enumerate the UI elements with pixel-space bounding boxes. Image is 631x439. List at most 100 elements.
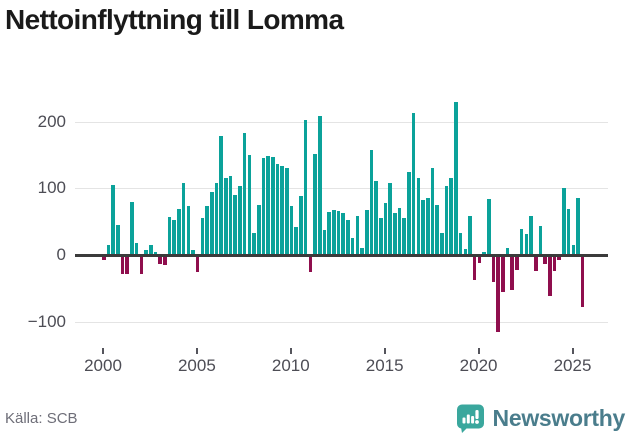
- bar-2020-Q1: [477, 255, 482, 263]
- y-tick-label: −100: [27, 311, 66, 331]
- bar-2025-Q2: [576, 198, 580, 255]
- newsworthy-logo: Newsworthy: [455, 401, 625, 435]
- bar-2016-Q4: [416, 178, 421, 255]
- x-tick-label: 2025: [553, 356, 592, 375]
- bar-2013-Q2: [350, 237, 355, 255]
- bar-2020-Q2: [482, 251, 486, 255]
- bar-2002-Q1: [139, 255, 144, 274]
- x-tick-label: 2005: [177, 356, 216, 375]
- x-tick-label: 2015: [365, 356, 404, 375]
- x-axis: 2000 2005 2010 2015 2020 2025: [0, 345, 631, 379]
- bar-2017-Q4: [435, 204, 439, 255]
- bar-2014-Q4: [379, 218, 383, 255]
- bar-2014-Q3: [374, 180, 378, 255]
- x-tick-label: 2000: [84, 356, 122, 375]
- bar-2022-Q4: [529, 215, 533, 255]
- bar-2023-Q4: [548, 255, 552, 296]
- bar-2005-Q4: [209, 191, 214, 255]
- bar-2018-Q1: [440, 232, 444, 255]
- gridline: [75, 321, 608, 323]
- bar-2003-Q3: [167, 216, 172, 255]
- bar-2011-Q3: [317, 115, 322, 255]
- bar-2005-Q3: [205, 206, 209, 255]
- bar-2024-Q1: [552, 255, 557, 271]
- bar-2013-Q1: [346, 219, 350, 255]
- bar-2008-Q2: [256, 204, 261, 255]
- bar-2006-Q2: [219, 136, 223, 255]
- bar-2017-Q3: [430, 168, 435, 255]
- bar-2000-Q3: [111, 184, 115, 255]
- bar-2016-Q3: [411, 112, 416, 255]
- zero-baseline: [75, 253, 608, 257]
- y-tick-label: 200: [37, 111, 66, 131]
- bar-2022-Q3: [524, 233, 529, 255]
- x-tick-mark: [289, 348, 292, 354]
- bar-2024-Q3: [562, 188, 566, 255]
- bar-2001-Q2: [125, 255, 130, 274]
- bar-2018-Q4: [454, 101, 458, 255]
- x-tick-mark: [102, 348, 104, 354]
- bar-2005-Q2: [200, 218, 205, 255]
- bar-2003-Q1: [158, 255, 162, 264]
- chart-title: Nettoinflyttning till Lomma: [5, 4, 344, 35]
- bar-2011-Q1: [308, 255, 313, 272]
- bar-2018-Q2: [444, 186, 449, 255]
- bar-2000-Q1: [102, 255, 106, 261]
- source-note: Källa: SCB: [5, 410, 78, 427]
- bar-2011-Q4: [322, 230, 327, 255]
- bar-2023-Q3: [543, 255, 547, 264]
- gridline: [75, 188, 608, 190]
- bar-2013-Q4: [360, 248, 364, 255]
- bar-2006-Q3: [224, 178, 228, 255]
- bar-2008-Q1: [252, 232, 256, 255]
- bar-2010-Q4: [303, 119, 308, 255]
- bar-2014-Q2: [369, 150, 374, 255]
- bar-2012-Q1: [327, 212, 331, 255]
- bar-2000-Q2: [106, 244, 111, 255]
- bar-2003-Q4: [172, 220, 177, 255]
- bar-2009-Q4: [285, 168, 289, 255]
- bar-2019-Q3: [468, 216, 472, 255]
- bar-2007-Q3: [242, 132, 247, 255]
- bar-2025-Q1: [571, 244, 576, 255]
- bar-2004-Q4: [191, 249, 195, 255]
- bar-2008-Q3: [261, 158, 266, 255]
- bar-2021-Q4: [510, 255, 515, 290]
- y-tick-label: 0: [56, 245, 66, 264]
- bar-2002-Q2: [144, 249, 148, 255]
- bar-2011-Q2: [313, 153, 317, 255]
- bar-2007-Q1: [233, 194, 238, 255]
- bar-2009-Q1: [271, 156, 275, 255]
- bar-2022-Q2: [519, 228, 524, 255]
- bar-2025-Q3: [580, 255, 585, 308]
- bar-2001-Q3: [130, 201, 134, 255]
- bar-2012-Q4: [341, 212, 346, 255]
- bar-2010-Q3: [299, 196, 303, 255]
- x-tick-label: 2010: [271, 356, 310, 375]
- x-tick-mark: [195, 348, 198, 354]
- bar-2003-Q2: [163, 255, 167, 265]
- x-tick-mark: [571, 348, 574, 354]
- bar-2019-Q1: [458, 232, 463, 255]
- bar-2010-Q2: [294, 226, 299, 255]
- x-tick-label: 2020: [459, 356, 498, 375]
- x-tick-mark: [477, 348, 480, 354]
- bar-2004-Q1: [177, 208, 181, 255]
- bar-2016-Q2: [407, 171, 411, 255]
- bar-2021-Q3: [505, 247, 510, 255]
- bar-2015-Q2: [388, 182, 392, 255]
- bar-2006-Q1: [214, 182, 219, 255]
- bar-2004-Q2: [181, 182, 186, 255]
- bar-2008-Q4: [266, 156, 270, 255]
- bar-2005-Q1: [195, 255, 200, 273]
- bar-2019-Q2: [463, 248, 468, 255]
- bar-2017-Q2: [425, 198, 430, 255]
- plot-area: [75, 90, 608, 345]
- bar-2021-Q1: [496, 255, 500, 332]
- y-axis-labels: −100 0 100 200: [0, 0, 66, 439]
- bar-2013-Q3: [355, 216, 360, 255]
- bar-2023-Q1: [533, 255, 538, 271]
- bar-2001-Q1: [120, 255, 125, 274]
- bar-2012-Q3: [336, 210, 341, 255]
